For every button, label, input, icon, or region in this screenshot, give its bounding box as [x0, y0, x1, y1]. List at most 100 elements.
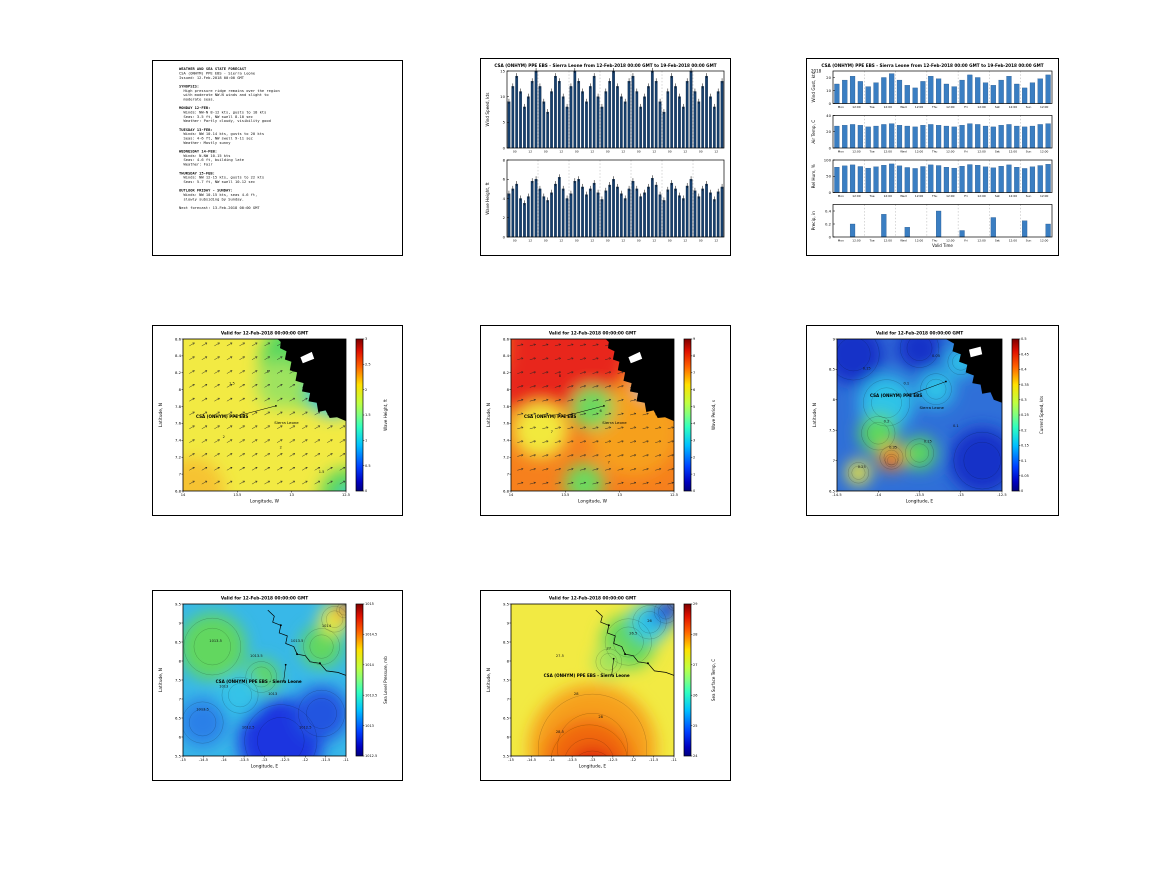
- bar: [654, 81, 658, 149]
- bar: [982, 166, 989, 193]
- panel-map-waveheight[interactable]: 1.5 1 2 2 1.5 CSA (ONHYM) PPE EBS Sierra Leone…: [152, 325, 403, 516]
- bar: [658, 101, 662, 149]
- svg-text:1: 1: [693, 472, 695, 476]
- forecast-text-line: Winds: NW 12-15 kts, gusts to 22 kts: [179, 175, 265, 180]
- bar: [834, 125, 840, 149]
- panel-map-pressure[interactable]: 1013.5 1013.5 1013.5 1013 1013 1012.5 1012.5 10…: [152, 590, 403, 781]
- svg-text:12: 12: [590, 150, 594, 154]
- svg-text:0: 0: [503, 145, 506, 150]
- svg-text:Fri: Fri: [964, 239, 968, 243]
- bar: [581, 186, 584, 238]
- svg-text:12: 12: [621, 150, 625, 154]
- svg-text:12:00: 12:00: [977, 239, 985, 243]
- panel-map-current[interactable]: 0.15 0.1 0.2 0.35 0.15 0.1 0.25 0.05 CSA (ONHYM)…: [806, 325, 1059, 516]
- panel-map-sst[interactable]: 27.5 27 26.5 28 28 28.5 26 CSA (ONHYM) PPE EBS …: [480, 590, 731, 781]
- bar: [658, 194, 662, 238]
- svg-text:29: 29: [693, 602, 697, 606]
- bar: [616, 86, 619, 149]
- svg-text:0.05: 0.05: [932, 354, 940, 358]
- bar: [951, 86, 957, 104]
- svg-text:0.15: 0.15: [924, 439, 932, 443]
- bar: [990, 85, 996, 104]
- bar: [604, 91, 608, 149]
- svg-text:20: 20: [826, 75, 831, 80]
- bar: [526, 96, 530, 149]
- svg-text:8.5: 8.5: [175, 639, 182, 644]
- bar: [623, 198, 627, 238]
- bar: [511, 86, 515, 149]
- bar: [701, 188, 705, 238]
- bar: [635, 188, 639, 238]
- svg-text:-13: -13: [262, 758, 268, 762]
- svg-text:12:00: 12:00: [946, 239, 954, 243]
- svg-text:2: 2: [280, 445, 282, 449]
- bar: [990, 217, 996, 238]
- svg-text:00: 00: [668, 150, 672, 154]
- coastline: [595, 609, 674, 676]
- svg-text:28.5: 28.5: [556, 730, 564, 734]
- svg-text:0.5: 0.5: [365, 464, 371, 468]
- svg-text:Wed: Wed: [900, 150, 906, 154]
- svg-text:00: 00: [637, 239, 641, 243]
- svg-text:-14.5: -14.5: [199, 758, 208, 762]
- svg-text:00: 00: [637, 150, 641, 154]
- bar: [530, 81, 534, 149]
- svg-text:1014.5: 1014.5: [365, 633, 377, 637]
- bar: [573, 70, 577, 149]
- map-title: Valid for 12-Feb-2018 00:00:00 GMT: [221, 596, 308, 602]
- bar: [534, 70, 538, 149]
- bar: [943, 83, 949, 104]
- svg-text:50: 50: [826, 174, 831, 179]
- x-axis-label: Valid Time: [932, 243, 953, 248]
- bar: [635, 91, 639, 149]
- bar: [881, 165, 887, 193]
- bar: [912, 168, 918, 193]
- bar: [666, 189, 670, 238]
- svg-text:7.2: 7.2: [503, 455, 510, 460]
- bar: [865, 167, 871, 193]
- svg-text:0.35: 0.35: [889, 445, 897, 449]
- svg-text:12:00: 12:00: [852, 105, 860, 109]
- bar: [998, 166, 1004, 193]
- svg-text:3: 3: [365, 337, 367, 341]
- panel-map-waveperiod[interactable]: 8 6 7 7 CSA (ONHYM) PPE EBS Sierra Leone 8.6 8.…: [480, 325, 731, 516]
- svg-text:Sun: Sun: [1026, 105, 1032, 109]
- panel-timeseries-met[interactable]: CSA (ONHYM) PPE EBS - Sierra Leone from …: [806, 58, 1059, 256]
- svg-text:0.25: 0.25: [1021, 413, 1029, 417]
- svg-text:26: 26: [693, 693, 697, 697]
- bar: [1006, 164, 1012, 193]
- bar: [670, 182, 674, 238]
- svg-text:9: 9: [179, 620, 182, 625]
- bar: [920, 125, 926, 149]
- svg-text:2: 2: [503, 215, 506, 220]
- bar: [1037, 124, 1043, 149]
- bar: [912, 126, 918, 149]
- svg-text:13: 13: [617, 493, 622, 497]
- svg-text:-12: -12: [630, 758, 636, 762]
- bar: [643, 192, 646, 238]
- svg-text:6: 6: [693, 388, 695, 392]
- svg-text:12.5: 12.5: [670, 493, 678, 497]
- bar: [1022, 87, 1028, 104]
- svg-text:8.5: 8.5: [503, 639, 510, 644]
- svg-text:12:00: 12:00: [1009, 194, 1017, 198]
- bar: [643, 96, 646, 149]
- panel-forecast-text[interactable]: WEATHER AND SEA STATE FORECAST CSA (ONHYM…: [152, 60, 403, 256]
- bar: [542, 101, 546, 149]
- bar: [873, 166, 879, 193]
- svg-text:14: 14: [509, 493, 514, 497]
- forecast-text-line: TUESDAY 13-FEB:: [179, 127, 213, 133]
- bar: [515, 183, 519, 238]
- bar: [990, 167, 996, 193]
- svg-text:-12: -12: [302, 758, 308, 762]
- svg-text:00: 00: [544, 150, 548, 154]
- bar: [896, 165, 903, 193]
- bar: [523, 106, 526, 149]
- bar: [588, 188, 592, 238]
- svg-text:12:00: 12:00: [977, 150, 985, 154]
- bar: [1029, 82, 1036, 104]
- bar: [612, 179, 615, 238]
- svg-text:8: 8: [179, 658, 182, 663]
- bar: [1037, 78, 1043, 104]
- panel-timeseries-windwave[interactable]: CSA (ONHYM) PPE EBS - Sierra Leone from …: [480, 58, 731, 256]
